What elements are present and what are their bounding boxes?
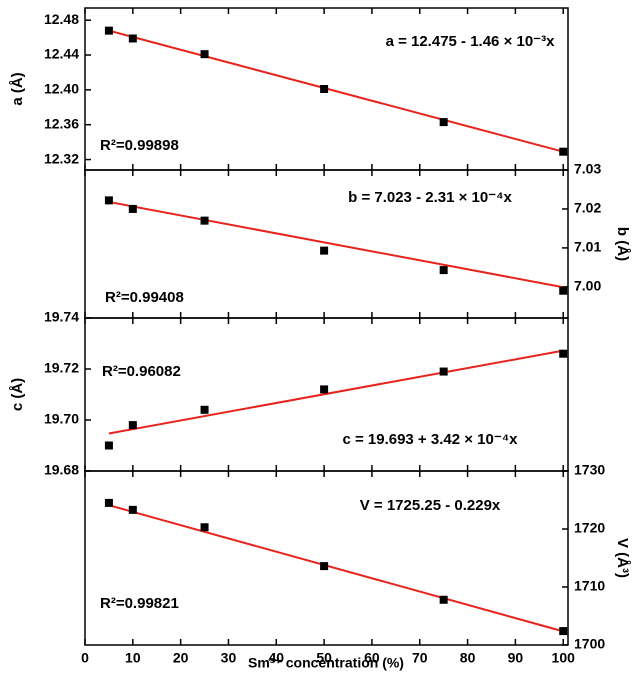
r-squared: R²=0.99821	[100, 595, 179, 612]
panel-frame	[84, 470, 569, 646]
data-point	[320, 562, 329, 571]
data-point	[128, 34, 137, 43]
y-axis-label: a (Å)	[9, 72, 26, 105]
y-tick-label: 1730	[574, 462, 605, 478]
fit-line	[108, 349, 564, 435]
x-tick-label: 20	[173, 650, 189, 666]
equation: c = 19.693 + 3.42 × 10⁻⁴x	[342, 431, 518, 448]
data-point	[439, 266, 448, 275]
data-point	[104, 196, 113, 205]
y-tick-label: 12.32	[44, 150, 79, 166]
data-point	[128, 421, 137, 430]
data-point	[320, 85, 329, 93]
equation: a = 12.475 - 1.46 × 10⁻³x	[386, 33, 556, 50]
data-point	[320, 385, 329, 394]
equation: b = 7.023 - 2.31 × 10⁻⁴x	[348, 189, 512, 206]
fit-line	[108, 200, 564, 289]
y-tick-label: 19.74	[44, 309, 79, 325]
equation: V = 1725.25 - 0.229x	[360, 497, 501, 514]
x-tick-label: 60	[364, 650, 380, 666]
y-tick-label: 7.01	[574, 239, 601, 255]
x-tick-label: 90	[508, 650, 524, 666]
data-point	[104, 498, 113, 507]
r-squared: R²=0.99408	[105, 289, 184, 306]
data-point	[559, 286, 568, 295]
fit-line	[108, 504, 564, 633]
y-axis-label: c (Å)	[9, 378, 26, 411]
data-point	[439, 595, 448, 604]
y-tick-label: 1700	[574, 636, 605, 652]
y-tick-label: 19.70	[44, 411, 79, 427]
r-squared: R²=0.99898	[100, 137, 179, 154]
y-axis-label: b (Å)	[614, 227, 631, 261]
x-tick-label: 80	[460, 650, 476, 666]
data-point	[439, 367, 448, 376]
y-tick-label: 12.40	[44, 81, 79, 97]
data-point	[104, 26, 113, 35]
data-point	[200, 216, 209, 225]
data-point	[200, 405, 209, 414]
data-point	[104, 441, 113, 450]
r-squared: R²=0.96082	[102, 363, 181, 380]
data-point	[559, 147, 568, 156]
data-point	[200, 50, 209, 59]
y-tick-label: 7.02	[574, 200, 601, 216]
x-tick-label: 30	[221, 650, 237, 666]
x-tick-label: 40	[268, 650, 284, 666]
y-tick-label: 19.72	[44, 360, 79, 376]
data-point	[128, 204, 137, 213]
fit-line	[108, 29, 564, 153]
y-tick-label: 7.00	[574, 278, 601, 294]
data-point	[320, 246, 329, 255]
data-point	[559, 349, 568, 358]
y-axis-label: V (Å³)	[614, 538, 631, 578]
x-tick-label: 100	[552, 650, 576, 666]
data-point	[559, 627, 568, 636]
y-tick-label: 12.36	[44, 115, 79, 131]
data-point	[128, 505, 137, 514]
data-point	[439, 118, 448, 127]
x-tick-label: 70	[412, 650, 428, 666]
y-tick-label: 7.03	[574, 161, 601, 177]
y-tick-label: 12.44	[44, 46, 79, 62]
y-tick-label: 1710	[574, 578, 605, 594]
x-axis-label: Sm³⁺ concentration (%)	[248, 655, 404, 671]
x-tick-label: 10	[125, 650, 141, 666]
y-tick-label: 1720	[574, 520, 605, 536]
data-point	[200, 523, 209, 532]
y-tick-label: 19.68	[44, 462, 79, 478]
x-tick-label: 0	[81, 650, 89, 666]
x-tick-label: 50	[316, 650, 332, 666]
y-tick-label: 12.48	[44, 11, 79, 27]
